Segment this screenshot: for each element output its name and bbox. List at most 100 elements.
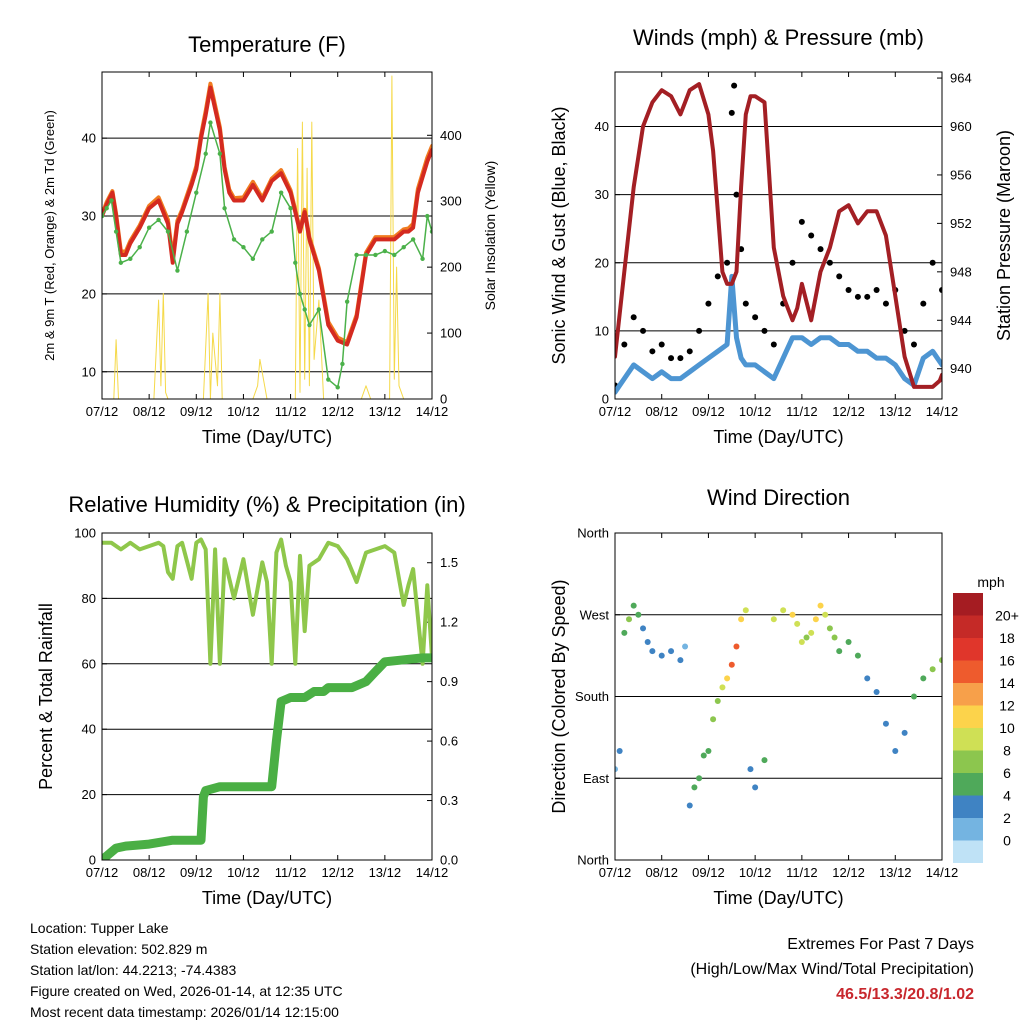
x-tick-label: 10/12 xyxy=(739,865,772,880)
plot-area xyxy=(615,82,942,395)
direction-point xyxy=(616,748,623,754)
info-recent: Most recent data timestamp: 2026/01/14 1… xyxy=(30,1004,339,1020)
direction-point xyxy=(728,661,735,668)
gust-point xyxy=(724,259,731,266)
y2-tick-label: 940 xyxy=(950,361,972,376)
x-tick-label: 14/12 xyxy=(416,865,449,880)
legend-label: 2 xyxy=(1003,810,1011,826)
direction-point xyxy=(752,784,759,791)
direction-point xyxy=(910,693,917,700)
y2-tick-label: 300 xyxy=(440,194,462,209)
legend-swatch xyxy=(953,615,983,638)
y-tick-label: 30 xyxy=(595,187,609,202)
x-axis-label: Time (Day/UTC) xyxy=(713,427,843,447)
panel-4: Wind DirectionNorthEastSouthWestNorth07/… xyxy=(549,485,1019,908)
x-tick-label: 13/12 xyxy=(369,865,402,880)
legend-label: 4 xyxy=(1003,788,1011,804)
direction-point xyxy=(803,634,810,641)
legend-swatch xyxy=(953,795,983,818)
series-9m-temp-line xyxy=(102,81,432,345)
y2-axis-label: Solar Insolation (Yellow) xyxy=(482,161,498,311)
series-pressure-line xyxy=(615,82,942,389)
y-tick-label: South xyxy=(575,689,609,704)
y-tick-label: 20 xyxy=(82,787,96,802)
direction-point xyxy=(822,611,829,618)
x-tick-label: 09/12 xyxy=(692,865,725,880)
gust-point xyxy=(742,300,749,307)
extremes-subheading: (High/Low/Max Wind/Total Precipitation) xyxy=(690,961,974,978)
plot-area xyxy=(102,537,432,860)
legend-swatch xyxy=(953,660,983,683)
station-info: Location: Tupper Lake Station elevation:… xyxy=(30,918,343,1023)
x-tick-label: 11/12 xyxy=(275,404,307,419)
x-tick-label: 09/12 xyxy=(180,404,213,419)
direction-point xyxy=(808,629,815,636)
y-tick-label: 10 xyxy=(595,323,609,338)
legend-swatch xyxy=(953,818,983,841)
gust-point xyxy=(728,109,735,116)
y2-tick-label: 948 xyxy=(950,264,972,279)
legend-label: 10 xyxy=(999,720,1015,736)
gust-point xyxy=(798,218,805,225)
x-tick-label: 08/12 xyxy=(133,404,166,419)
direction-point xyxy=(882,720,889,727)
legend-swatch xyxy=(953,728,983,751)
y-tick-label: North xyxy=(577,853,609,868)
chart-title: Winds (mph) & Pressure (mb) xyxy=(633,25,924,50)
y-tick-label: 60 xyxy=(82,656,96,671)
x-tick-label: 08/12 xyxy=(133,865,166,880)
gust-point xyxy=(836,273,843,280)
y2-tick-label: 0.0 xyxy=(440,853,458,868)
x-tick-label: 09/12 xyxy=(180,865,213,880)
plot-area xyxy=(102,75,432,399)
gust-point xyxy=(854,293,861,300)
direction-point xyxy=(929,666,936,673)
x-tick-label: 13/12 xyxy=(879,404,912,419)
plot-frame xyxy=(614,71,943,400)
y2-tick-label: 964 xyxy=(950,71,972,86)
y-tick-label: 80 xyxy=(82,591,96,606)
gust-point xyxy=(761,327,768,334)
legend-label: 14 xyxy=(999,675,1015,691)
legend-label: 16 xyxy=(999,653,1015,669)
y2-tick-label: 952 xyxy=(950,216,972,231)
y2-tick-label: 100 xyxy=(440,326,462,341)
y-axis-label: Percent & Total Rainfall xyxy=(36,603,56,790)
direction-point xyxy=(798,639,805,645)
legend-swatch xyxy=(953,683,983,706)
direction-point xyxy=(649,648,656,655)
direction-point xyxy=(691,784,698,791)
gust-point xyxy=(873,287,880,293)
direction-point xyxy=(738,616,745,623)
gust-point xyxy=(658,341,665,348)
gust-point xyxy=(752,314,759,321)
gust-point xyxy=(630,314,637,321)
series-precip-line xyxy=(102,653,432,860)
gust-point xyxy=(864,293,871,300)
panel-1: Temperature (F)10203040010020030040007/1… xyxy=(42,32,498,447)
y2-tick-label: 200 xyxy=(440,260,462,275)
gust-point xyxy=(845,287,852,293)
x-axis-label: Time (Day/UTC) xyxy=(713,888,843,908)
x-tick-label: 10/12 xyxy=(227,404,260,419)
x-tick-label: 09/12 xyxy=(692,404,725,419)
speed-legend: mph 20+ 18 16 14 12 10 8 6 4 2 0 xyxy=(953,574,1019,863)
x-tick-label: 13/12 xyxy=(369,404,402,419)
gust-point xyxy=(920,300,927,307)
y2-tick-label: 400 xyxy=(440,128,462,143)
extremes-box: Extremes For Past 7 Days (High/Low/Max W… xyxy=(690,932,974,1007)
direction-point xyxy=(696,775,703,782)
direction-point xyxy=(714,698,721,705)
gust-point xyxy=(910,341,917,348)
direction-point xyxy=(719,684,726,691)
x-tick-label: 12/12 xyxy=(321,404,354,419)
series-humidity-line xyxy=(102,537,432,666)
direction-point xyxy=(920,675,927,682)
direction-point xyxy=(747,766,754,773)
legend-label: 12 xyxy=(999,698,1015,714)
legend-title: mph xyxy=(977,574,1004,590)
gust-point xyxy=(649,348,656,355)
x-axis-label: Time (Day/UTC) xyxy=(202,427,332,447)
direction-point xyxy=(789,611,796,618)
y2-tick-label: 960 xyxy=(950,119,972,134)
